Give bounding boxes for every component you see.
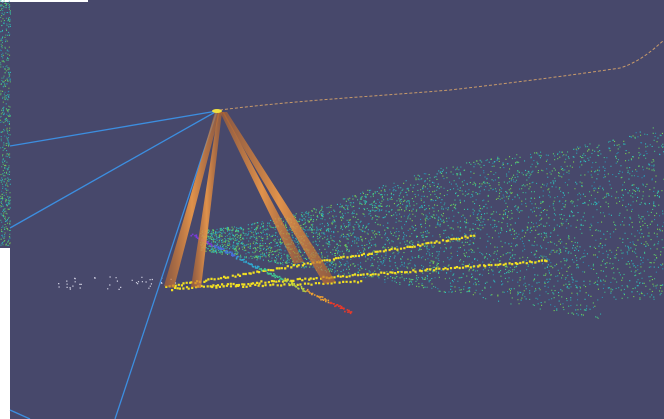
frustum-lines [9, 110, 218, 419]
sensor-origin [212, 109, 222, 113]
panel-edge [0, 0, 88, 2]
panel-edge [0, 248, 10, 419]
trajectory-trail [306, 288, 330, 304]
laser-beams [164, 112, 336, 288]
trajectory-trail [258, 268, 284, 281]
frustum-line [114, 110, 218, 419]
trajectory-trail [235, 255, 263, 270]
beam [191, 112, 222, 288]
trajectory-trail [329, 301, 353, 315]
point-cloud-layer [0, 0, 664, 319]
frustum-line [9, 110, 218, 147]
frustum-line [9, 409, 31, 419]
trajectory-trail [214, 245, 239, 259]
point-cloud [58, 276, 177, 290]
beam [222, 112, 336, 284]
frustum-line [9, 110, 218, 229]
trajectory-trail [283, 277, 307, 293]
beam [164, 112, 220, 288]
beam [220, 112, 304, 264]
